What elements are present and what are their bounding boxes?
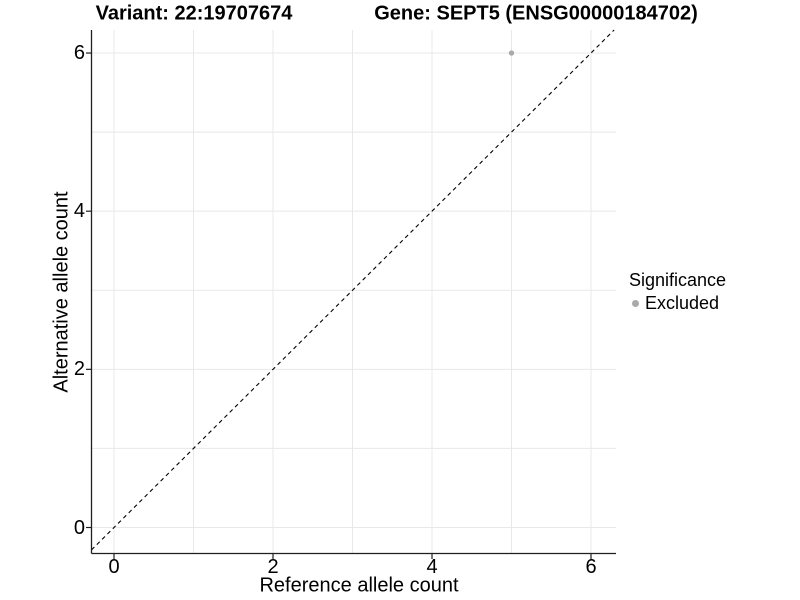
legend-title: Significance [629, 270, 727, 290]
x-tick-label: 2 [267, 556, 279, 578]
gene-title: Gene: SEPT5 (ENSG00000184702) [374, 2, 698, 25]
legend: Significance Excluded [629, 271, 726, 313]
legend-item-excluded: Excluded [629, 294, 726, 313]
y-tick-label: 6 [73, 42, 85, 65]
legend-item-label: Excluded [645, 293, 720, 313]
x-tick-label: 0 [108, 556, 120, 578]
x-tick-label: 6 [585, 556, 597, 578]
data-point-excluded [508, 50, 515, 56]
y-tick-label: 0 [73, 516, 85, 539]
excluded-point-icon [632, 300, 639, 307]
identity-reference-line [91, 29, 615, 551]
y-tick-label: 2 [73, 358, 85, 381]
variant-title: Variant: 22:19707674 [95, 2, 293, 25]
x-axis-title: Reference allele count [259, 574, 459, 597]
y-tick-label: 4 [73, 200, 85, 223]
x-tick-label: 4 [426, 556, 438, 578]
y-axis-title: Alternative allele count [50, 191, 73, 393]
